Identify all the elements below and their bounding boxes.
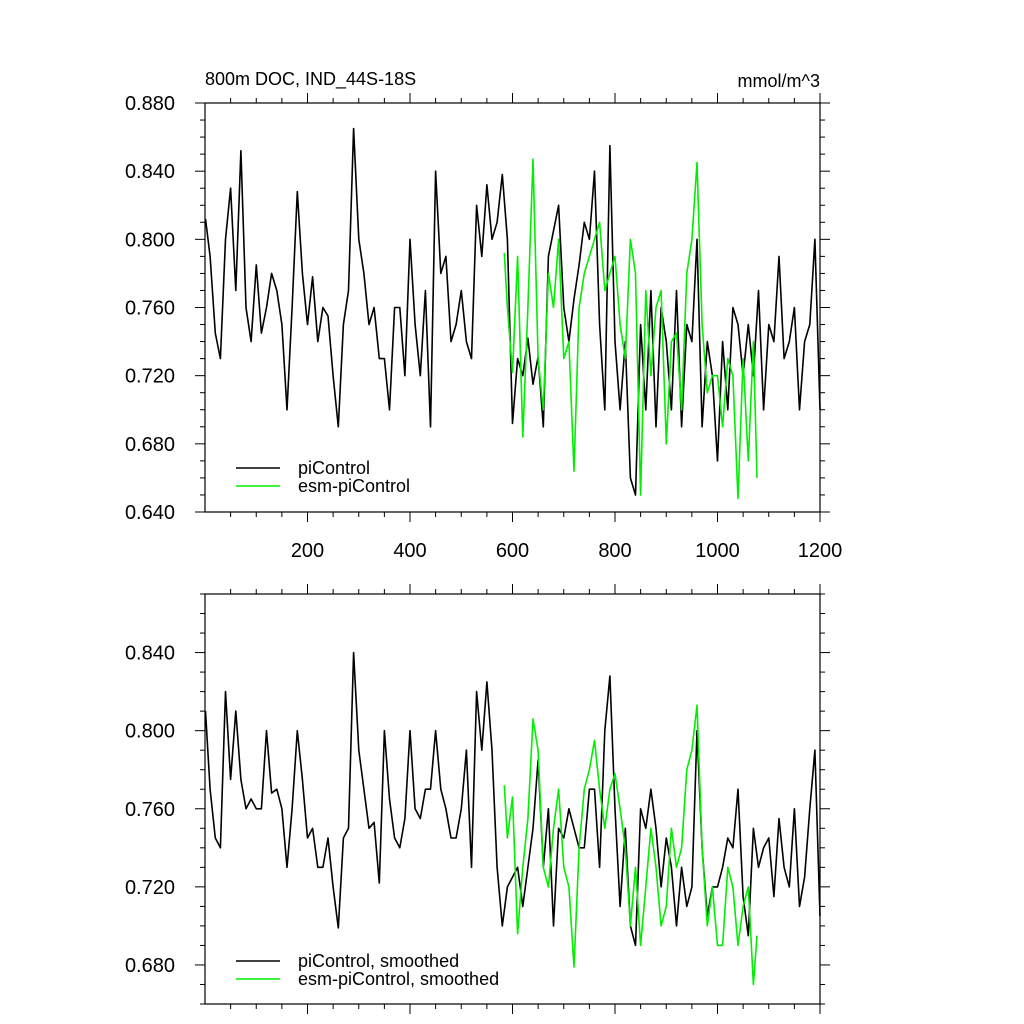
y-tick-label: 0.800 <box>125 229 175 251</box>
x-tick-label: 1000 <box>695 540 740 562</box>
bottom-ticks-layer: 0.680 0.720 0.760 0.800 0.840 <box>125 584 830 1014</box>
series-line-picontrol <box>204 127 821 496</box>
x-tick-label: 400 <box>393 540 426 562</box>
legend-label: piControl, smoothed <box>298 951 459 971</box>
y-tick-label: 0.680 <box>125 434 175 456</box>
x-tick-label: 800 <box>598 540 631 562</box>
y-tick-label: 0.760 <box>125 799 175 821</box>
top-ticks-layer: 200 400 600 800 1000 1200 0.640 0.680 0.720 0.760… <box>125 93 842 562</box>
y-tick-label: 0.640 <box>125 502 175 524</box>
bottom-series-layer <box>204 651 821 986</box>
legend-label: esm-piControl, smoothed <box>298 969 499 989</box>
y-tick-label: 0.680 <box>125 955 175 977</box>
y-tick-label: 0.800 <box>125 721 175 743</box>
y-tick-label: 0.720 <box>125 877 175 899</box>
x-tick-label: 200 <box>291 540 324 562</box>
y-tick-label: 0.720 <box>125 366 175 388</box>
units-label: mmol/m^3 <box>738 71 820 91</box>
top-series-layer <box>204 127 821 500</box>
x-tick-label: 600 <box>496 540 529 562</box>
series-line-picontrol-smoothed <box>204 651 821 947</box>
legend-label: esm-piControl <box>298 476 410 496</box>
top-panel: 200 400 600 800 1000 1200 0.640 0.680 0.720 0.760… <box>125 93 842 562</box>
x-tick-label: 1200 <box>798 540 843 562</box>
y-tick-label: 0.760 <box>125 298 175 320</box>
series-line-esm-picontrol <box>503 158 758 500</box>
y-tick-label: 0.880 <box>125 93 175 115</box>
series-line-esm-picontrol-smoothed <box>503 704 758 986</box>
chart-title: 800m DOC, IND_44S-18S <box>205 69 416 90</box>
y-tick-label: 0.840 <box>125 161 175 183</box>
legend-label: piControl <box>298 458 370 478</box>
bottom-panel: 0.680 0.720 0.760 0.800 0.840 piControl, smo… <box>125 584 830 1014</box>
y-tick-label: 0.840 <box>125 643 175 665</box>
